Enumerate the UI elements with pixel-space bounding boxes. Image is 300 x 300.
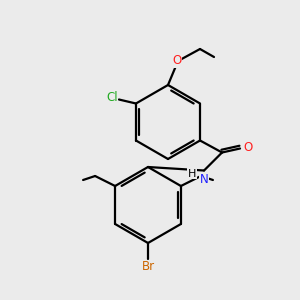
Text: Cl: Cl xyxy=(106,91,118,104)
Text: Br: Br xyxy=(141,260,154,274)
Text: N: N xyxy=(200,173,208,186)
Text: H: H xyxy=(188,169,196,178)
Text: O: O xyxy=(243,141,253,154)
Text: O: O xyxy=(172,55,182,68)
